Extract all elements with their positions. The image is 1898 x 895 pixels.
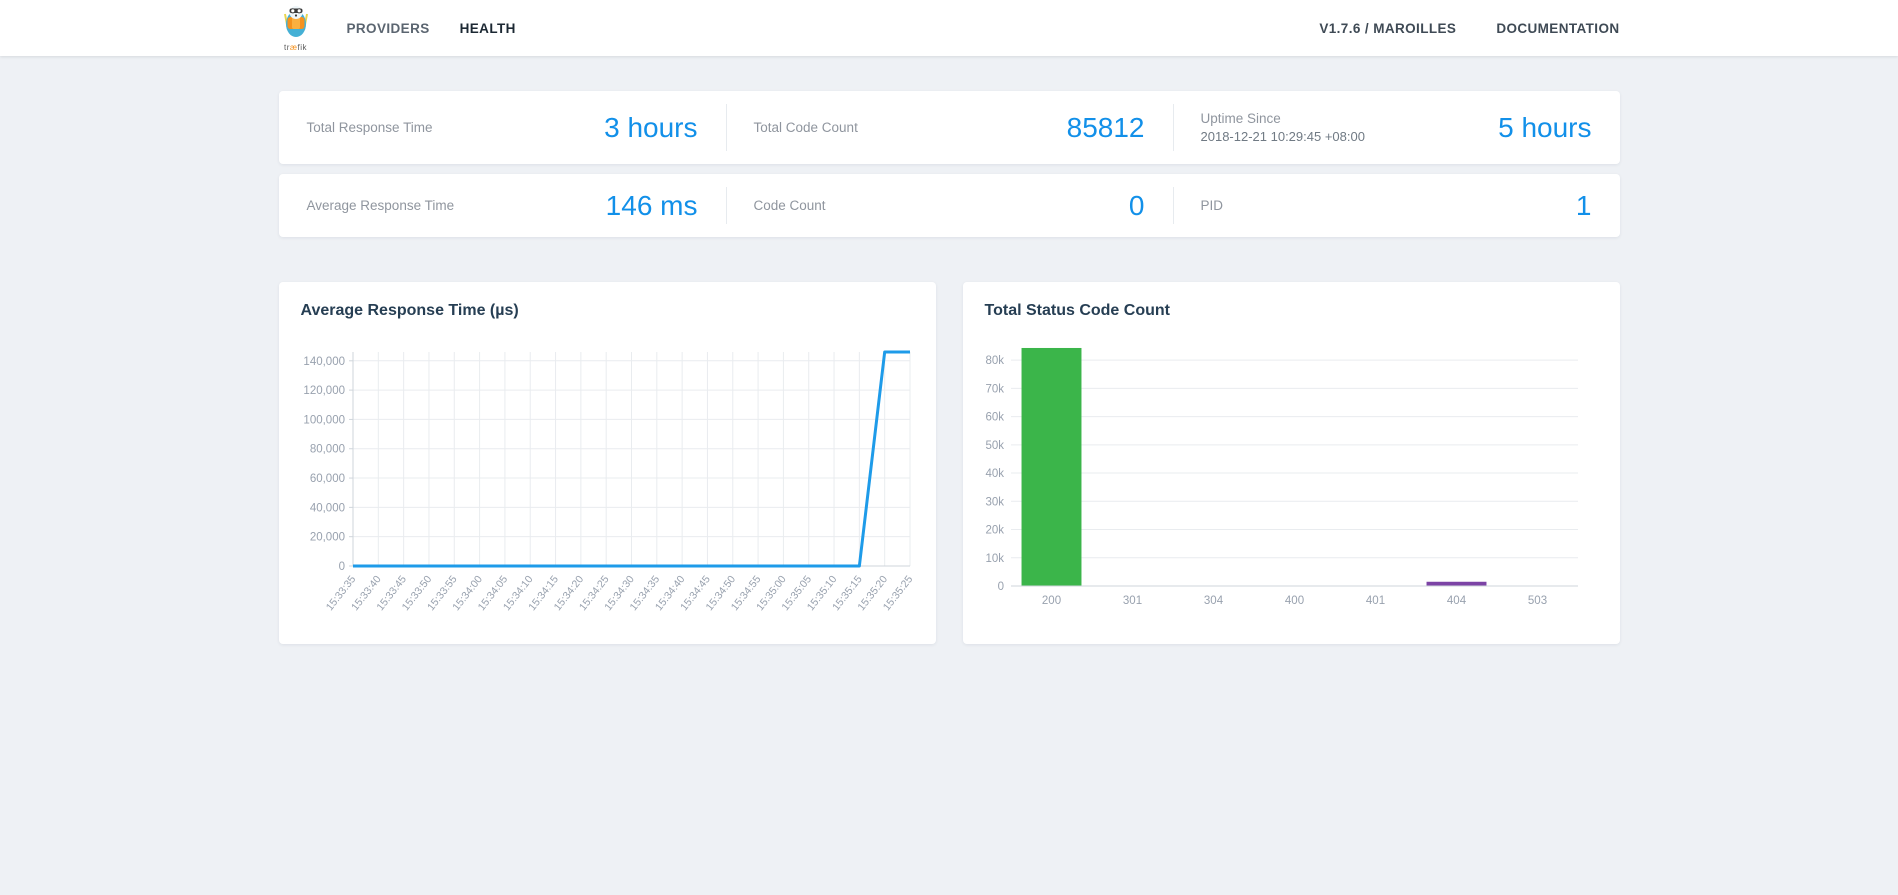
chart-title: Total Status Code Count xyxy=(984,302,1170,319)
svg-text:40k: 40k xyxy=(985,468,1004,480)
svg-text:10k: 10k xyxy=(985,553,1004,565)
traefik-gopher-icon xyxy=(279,4,313,45)
stat-value: 3 hours xyxy=(604,111,698,143)
traefik-logo[interactable]: træfik xyxy=(279,4,313,52)
navbar-left: træfik PROVIDERS HEALTH xyxy=(279,4,546,52)
stat-value: 1 xyxy=(1575,189,1592,221)
svg-text:80k: 80k xyxy=(985,355,1004,367)
stat-total-response-time: Total Response Time 3 hours xyxy=(279,91,726,164)
response-time-line-chart[interactable]: 0 20,000 40,000 60,000 80,000 100,000 120,000 1… xyxy=(291,338,924,640)
svg-text:60k: 60k xyxy=(985,412,1004,424)
stat-label: Total Code Count xyxy=(753,120,858,135)
nav-link-providers[interactable]: PROVIDERS xyxy=(346,20,430,36)
stat-uptime-since: Uptime Since 2018-12-21 10:29:45 +08:00 … xyxy=(1172,91,1620,164)
svg-text:0: 0 xyxy=(997,581,1003,593)
nav-link-health[interactable]: HEALTH xyxy=(459,20,516,36)
svg-text:503: 503 xyxy=(1527,595,1546,607)
stat-label: Average Response Time xyxy=(306,198,455,213)
nav-link-version[interactable]: V1.7.6 / MAROILLES xyxy=(1319,20,1457,36)
status-code-bar-chart[interactable]: 0 10k 20k 30k 40k 50k 60k 70k 80k 200 301 304 400 401… xyxy=(975,338,1608,616)
svg-text:140,000: 140,000 xyxy=(303,356,345,368)
svg-text:20k: 20k xyxy=(985,525,1004,537)
top-navbar: træfik PROVIDERS HEALTH V1.7.6 / MAROILL… xyxy=(0,0,1898,56)
stat-code-count: Code Count 0 xyxy=(725,174,1173,237)
stat-label: PID xyxy=(1200,198,1224,213)
stat-value: 5 hours xyxy=(1498,111,1592,143)
stat-value: 85812 xyxy=(1066,111,1145,143)
svg-text:100,000: 100,000 xyxy=(303,414,345,426)
svg-text:304: 304 xyxy=(1203,595,1223,607)
svg-text:400: 400 xyxy=(1284,595,1303,607)
svg-text:0: 0 xyxy=(338,561,344,573)
stat-label: Uptime Since xyxy=(1200,111,1281,126)
svg-text:20,000: 20,000 xyxy=(309,532,344,544)
traefik-logo-word: træfik xyxy=(283,43,307,52)
stat-label: Total Response Time xyxy=(306,120,433,135)
stats-row-2: Average Response Time 146 ms Code Count … xyxy=(278,174,1620,237)
chart-card-response-time: Average Response Time (µs) 0 20,000 40,000… xyxy=(278,282,936,644)
svg-text:401: 401 xyxy=(1365,595,1384,607)
nav-link-documentation[interactable]: DOCUMENTATION xyxy=(1496,20,1620,36)
svg-text:404: 404 xyxy=(1446,595,1466,607)
stat-value: 0 xyxy=(1128,189,1145,221)
svg-text:120,000: 120,000 xyxy=(303,385,345,397)
charts-row: Average Response Time (µs) 0 20,000 40,000… xyxy=(278,282,1620,644)
main-content: Total Response Time 3 hours Total Code C… xyxy=(278,91,1620,644)
stat-label: Code Count xyxy=(753,198,826,213)
chart-card-status-codes: Total Status Code Count 0 10k 20k 30k 40k 50k… xyxy=(962,282,1620,644)
stat-total-code-count: Total Code Count 85812 xyxy=(725,91,1173,164)
svg-text:301: 301 xyxy=(1122,595,1141,607)
navbar-right: V1.7.6 / MAROILLES DOCUMENTATION xyxy=(1279,21,1619,36)
navbar-inner: træfik PROVIDERS HEALTH V1.7.6 / MAROILL… xyxy=(279,0,1620,56)
svg-text:60,000: 60,000 xyxy=(309,473,344,485)
chart-title: Average Response Time (µs) xyxy=(300,302,519,319)
svg-text:80,000: 80,000 xyxy=(309,444,344,456)
stat-average-response-time: Average Response Time 146 ms xyxy=(279,174,726,237)
uptime-since-timestamp: 2018-12-21 10:29:45 +08:00 xyxy=(1200,129,1365,144)
svg-text:50k: 50k xyxy=(985,440,1004,452)
svg-text:40,000: 40,000 xyxy=(309,502,344,514)
svg-text:70k: 70k xyxy=(985,383,1004,395)
stats-row-1: Total Response Time 3 hours Total Code C… xyxy=(278,91,1620,164)
stat-pid: PID 1 xyxy=(1172,174,1620,237)
svg-text:30k: 30k xyxy=(985,496,1004,508)
svg-text:200: 200 xyxy=(1041,595,1060,607)
stat-value: 146 ms xyxy=(605,189,698,221)
